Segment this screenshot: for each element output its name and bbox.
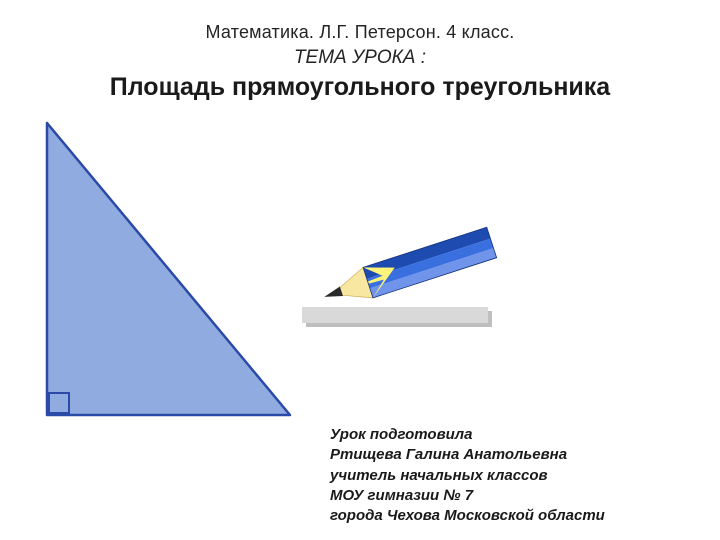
pencil-lead	[323, 287, 343, 302]
credits-line-3: учитель начальных классов	[330, 466, 605, 486]
header-course: Математика. Л.Г. Петерсон. 4 класс.	[0, 22, 720, 43]
pencil-figure	[300, 225, 520, 345]
triangle-shape	[47, 123, 290, 415]
slide-header: Математика. Л.Г. Петерсон. 4 класс. ТЕМА…	[0, 0, 720, 102]
pencil-underline	[302, 307, 488, 323]
credits-line-2: Ртищева Галина Анатольевна	[330, 445, 605, 465]
credits-line-4: МОУ гимназии № 7	[330, 486, 605, 506]
header-topic-label: ТЕМА УРОКА :	[0, 47, 720, 69]
credits-line-1: Урок подготовила	[330, 425, 605, 445]
author-credits: Урок подготовила Ртищева Галина Анатолье…	[330, 425, 605, 526]
credits-line-5: города Чехова Московской области	[330, 506, 605, 526]
header-title: Площадь прямоугольного треугольника	[0, 73, 720, 102]
right-triangle-figure	[35, 115, 305, 435]
